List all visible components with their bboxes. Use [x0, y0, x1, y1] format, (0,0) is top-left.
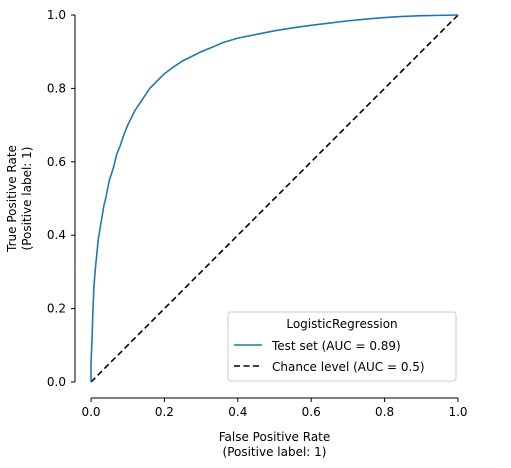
x-tick-label: 0.2: [155, 405, 174, 419]
y-axis-label: True Positive Rate (Positive label: 1): [5, 145, 34, 253]
x-axis-label-line2: (Positive label: 1): [223, 445, 327, 459]
y-tick-label: 0.0: [47, 375, 66, 389]
y-axis-label-line1: True Positive Rate: [5, 145, 19, 253]
x-axis-label-line1: False Positive Rate: [219, 430, 331, 444]
y-axis-ticks: 0.0 0.2 0.4 0.6 0.8 1.0: [47, 8, 75, 389]
x-tick-label: 0.0: [81, 405, 100, 419]
legend: LogisticRegression Test set (AUC = 0.89)…: [227, 311, 457, 382]
plot-area: 0.0 0.2 0.4 0.6 0.8 1.0 0.0 0.2 0.4 0.6 0.8 1.0: [47, 8, 468, 419]
x-tick-label: 0.6: [302, 405, 321, 419]
x-tick-label: 1.0: [448, 405, 467, 419]
x-axis-label: False Positive Rate (Positive label: 1): [219, 430, 331, 459]
x-tick-label: 0.4: [228, 405, 247, 419]
x-axis-ticks: 0.0 0.2 0.4 0.6 0.8 1.0: [81, 398, 468, 419]
y-tick-label: 0.6: [47, 155, 66, 169]
x-tick-label: 0.8: [375, 405, 394, 419]
series-line-test-set: [90, 14, 459, 382]
y-tick-label: 0.4: [47, 228, 66, 242]
legend-label-chance-level: Chance level (AUC = 0.5): [272, 360, 425, 374]
y-tick-label: 1.0: [47, 8, 66, 22]
legend-title: LogisticRegression: [286, 317, 397, 331]
y-tick-label: 0.2: [47, 302, 66, 316]
series-line-chance-level: [90, 14, 459, 383]
legend-frame: [227, 311, 457, 382]
legend-label-test-set: Test set (AUC = 0.89): [271, 339, 401, 353]
series-layer: [90, 14, 459, 383]
y-axis-label-line2: (Positive label: 1): [20, 147, 34, 251]
y-tick-label: 0.8: [47, 81, 66, 95]
